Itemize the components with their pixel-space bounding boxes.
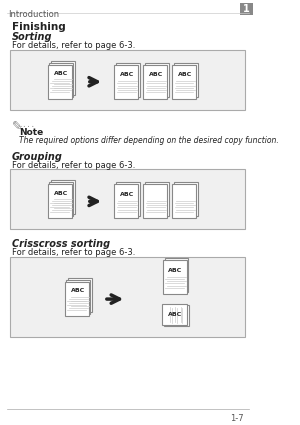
Text: ABC: ABC: [149, 72, 163, 77]
FancyBboxPatch shape: [145, 182, 169, 216]
Text: ABC: ABC: [54, 191, 68, 196]
Text: Grouping: Grouping: [12, 152, 63, 162]
Text: Sorting: Sorting: [12, 32, 52, 42]
Text: 1: 1: [243, 4, 250, 14]
Text: Note: Note: [19, 128, 43, 136]
FancyBboxPatch shape: [239, 3, 253, 15]
Text: ABC: ABC: [54, 71, 68, 76]
FancyBboxPatch shape: [10, 50, 245, 110]
FancyBboxPatch shape: [174, 63, 198, 97]
Text: Introduction: Introduction: [8, 10, 60, 19]
Text: 1-7: 1-7: [230, 414, 244, 423]
FancyBboxPatch shape: [67, 280, 90, 314]
Text: Crisscross sorting: Crisscross sorting: [12, 239, 110, 249]
FancyBboxPatch shape: [10, 170, 245, 230]
Text: The required options differ depending on the desired copy function.: The required options differ depending on…: [19, 136, 278, 144]
FancyBboxPatch shape: [116, 182, 140, 216]
Text: ....: ....: [19, 122, 36, 127]
Text: For details, refer to page 6-3.: For details, refer to page 6-3.: [12, 248, 135, 257]
Text: Finishing: Finishing: [12, 22, 66, 32]
FancyBboxPatch shape: [48, 184, 72, 218]
FancyBboxPatch shape: [114, 65, 138, 99]
FancyBboxPatch shape: [50, 182, 73, 216]
FancyBboxPatch shape: [68, 278, 92, 312]
FancyBboxPatch shape: [145, 63, 169, 97]
Text: For details, refer to page 6-3.: For details, refer to page 6-3.: [12, 161, 135, 170]
FancyBboxPatch shape: [163, 260, 187, 294]
Text: For details, refer to page 6-3.: For details, refer to page 6-3.: [12, 41, 135, 50]
Text: ABC: ABC: [169, 268, 183, 272]
FancyBboxPatch shape: [162, 303, 187, 325]
FancyBboxPatch shape: [116, 63, 140, 97]
FancyBboxPatch shape: [164, 305, 189, 326]
FancyBboxPatch shape: [114, 184, 138, 218]
FancyBboxPatch shape: [174, 182, 198, 216]
FancyBboxPatch shape: [164, 258, 188, 292]
Text: ABC: ABC: [120, 192, 134, 197]
Text: ABC: ABC: [71, 289, 85, 294]
FancyBboxPatch shape: [65, 282, 88, 316]
FancyBboxPatch shape: [172, 184, 196, 218]
Text: ABC: ABC: [178, 72, 192, 77]
Text: ✎: ✎: [12, 119, 22, 133]
FancyBboxPatch shape: [51, 181, 75, 214]
FancyBboxPatch shape: [48, 65, 72, 99]
Text: ABC: ABC: [120, 72, 134, 77]
FancyBboxPatch shape: [51, 61, 75, 95]
FancyBboxPatch shape: [143, 65, 167, 99]
Text: ABC: ABC: [169, 312, 183, 317]
FancyBboxPatch shape: [50, 63, 73, 97]
FancyBboxPatch shape: [10, 257, 245, 337]
FancyBboxPatch shape: [172, 65, 196, 99]
FancyBboxPatch shape: [143, 184, 167, 218]
